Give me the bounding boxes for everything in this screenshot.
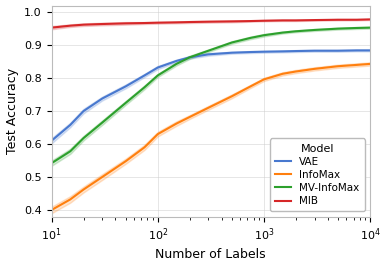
X-axis label: Number of Labels: Number of Labels — [156, 249, 266, 261]
Y-axis label: Test Accuracy: Test Accuracy — [5, 68, 19, 154]
Legend: VAE, InfoMax, MV-InfoMax, MIB: VAE, InfoMax, MV-InfoMax, MIB — [270, 139, 365, 211]
